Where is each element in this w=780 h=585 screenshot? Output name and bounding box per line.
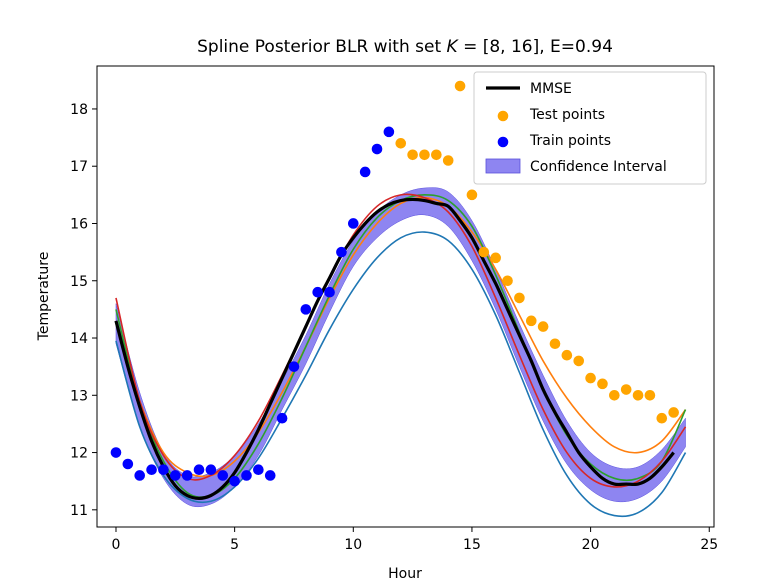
- train-point: [264, 470, 276, 481]
- test-point: [454, 80, 466, 92]
- x-tick-label: 20: [582, 537, 600, 553]
- x-tick-label: 5: [230, 537, 239, 553]
- test-point: [549, 338, 561, 350]
- train-point: [217, 470, 229, 481]
- chart-title: Spline Posterior BLR with set K = [8, 16…: [197, 37, 613, 57]
- train-point: [347, 218, 359, 229]
- y-tick-label: 13: [70, 388, 88, 404]
- test-point: [466, 189, 478, 201]
- legend-marker-swatch: [497, 110, 509, 122]
- plot-area: [110, 80, 687, 518]
- test-point: [668, 407, 679, 418]
- test-point: [478, 246, 490, 258]
- test-point: [585, 372, 596, 384]
- y-tick-label: 11: [70, 503, 88, 519]
- title-k-value: = [8, 16], E=0.94: [458, 37, 613, 57]
- test-point: [644, 389, 656, 401]
- legend-label: Test points: [529, 107, 605, 123]
- train-point: [146, 464, 157, 476]
- test-point: [514, 292, 525, 304]
- train-point: [324, 286, 335, 298]
- test-point: [395, 138, 407, 149]
- train-point: [170, 470, 181, 481]
- confidence-interval-band: [115, 187, 686, 508]
- train-point: [134, 470, 146, 481]
- test-point: [656, 412, 668, 424]
- legend-label: Train points: [529, 133, 611, 149]
- y-tick-label: 17: [70, 159, 88, 175]
- train-point: [110, 447, 122, 458]
- test-point: [620, 384, 632, 395]
- train-point: [336, 246, 347, 258]
- y-tick-label: 18: [70, 102, 88, 118]
- test-point: [431, 149, 442, 161]
- test-point: [490, 252, 501, 264]
- legend-label: Confidence Interval: [530, 159, 667, 175]
- x-tick-label: 0: [112, 537, 121, 553]
- spline-sample-line-2: [115, 194, 687, 498]
- spline-sample-line-1: [115, 196, 687, 478]
- y-tick-label: 12: [70, 446, 88, 462]
- x-tick-label: 10: [344, 537, 362, 553]
- train-point: [205, 464, 217, 476]
- test-point: [525, 315, 537, 327]
- title-prefix: Spline Posterior BLR with set: [197, 37, 446, 57]
- axes: 0 5 10 15 20 25 11 12 13 14 15 16 17 18: [70, 65, 718, 553]
- test-point: [561, 349, 573, 361]
- train-point: [383, 126, 395, 138]
- legend-ci-swatch: [485, 158, 521, 174]
- legend-marker-swatch: [497, 136, 509, 148]
- train-point: [276, 412, 288, 424]
- train-point: [371, 143, 383, 155]
- train-point: [253, 464, 264, 476]
- train-point: [122, 458, 134, 470]
- test-point: [502, 275, 513, 287]
- x-tick-label: 15: [463, 537, 481, 553]
- legend-label: MMSE: [530, 81, 572, 97]
- train-point: [288, 361, 300, 372]
- y-tick-label: 16: [70, 216, 88, 232]
- plot-content: [110, 80, 687, 518]
- x-axis-label: Hour: [388, 566, 422, 582]
- train-point: [300, 304, 312, 315]
- train-point: [241, 470, 252, 481]
- test-point: [609, 389, 620, 401]
- spline-sample-line-4: [115, 231, 687, 518]
- test-point: [632, 389, 644, 401]
- y-axis-label: Temperature: [36, 252, 52, 342]
- legend-box: [473, 71, 707, 185]
- mmse-line: [114, 197, 675, 500]
- train-point: [193, 464, 205, 476]
- title-k-symbol: K: [447, 37, 460, 57]
- y-tick-label: 15: [70, 274, 88, 290]
- train-point: [359, 166, 371, 178]
- x-tick-label: 25: [700, 537, 718, 553]
- axes-frame: [96, 65, 715, 528]
- test-point: [442, 155, 454, 166]
- test-point: [597, 378, 608, 390]
- train-point: [312, 286, 323, 298]
- spline-sample-line-3: [115, 193, 687, 488]
- test-point: [573, 355, 585, 367]
- test-point: [407, 149, 418, 161]
- legend: MMSE Test points Train points Confidence In…: [473, 71, 707, 185]
- test-point: [419, 149, 430, 161]
- y-tick-label: 14: [70, 331, 88, 347]
- train-point: [229, 475, 240, 487]
- train-point: [158, 464, 169, 476]
- train-point: [181, 470, 193, 481]
- test-point: [537, 321, 549, 332]
